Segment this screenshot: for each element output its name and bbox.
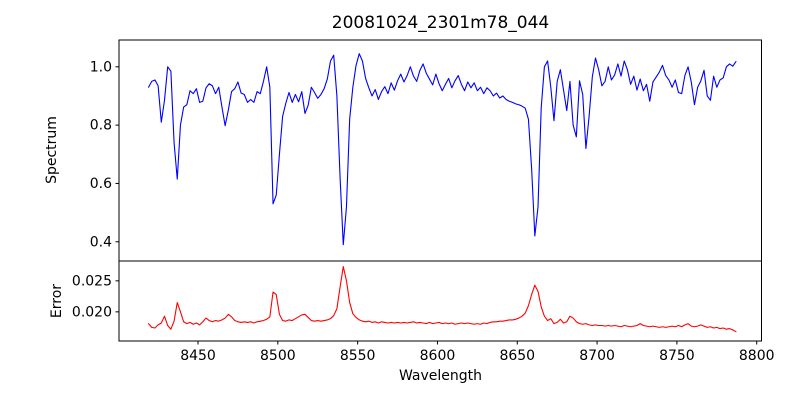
wavelength-x-axis-label: Wavelength <box>398 368 483 384</box>
y-tick-label: 1.0 <box>90 59 112 75</box>
error-panel-frame <box>118 260 762 342</box>
x-tick-label: 8450 <box>180 348 216 364</box>
x-tick-label: 8500 <box>260 348 296 364</box>
x-tick-label: 8600 <box>420 348 456 364</box>
y-tick-label: 0.025 <box>72 273 112 289</box>
x-tick-label: 8700 <box>579 348 615 364</box>
y-tick-label: 0.6 <box>90 176 112 192</box>
y-tick-label: 0.4 <box>90 234 112 250</box>
x-tick-label: 8800 <box>739 348 775 364</box>
plot-title: 20081024_2301m78_044 <box>331 13 550 33</box>
x-tick-label: 8650 <box>499 348 535 364</box>
x-tick-label: 8750 <box>659 348 695 364</box>
error-line <box>147 266 737 333</box>
x-tick-label: 8550 <box>340 348 376 364</box>
y-tick-label: 0.8 <box>90 118 112 134</box>
spectrum-line <box>147 53 737 246</box>
y-tick-label: 0.020 <box>72 304 112 320</box>
